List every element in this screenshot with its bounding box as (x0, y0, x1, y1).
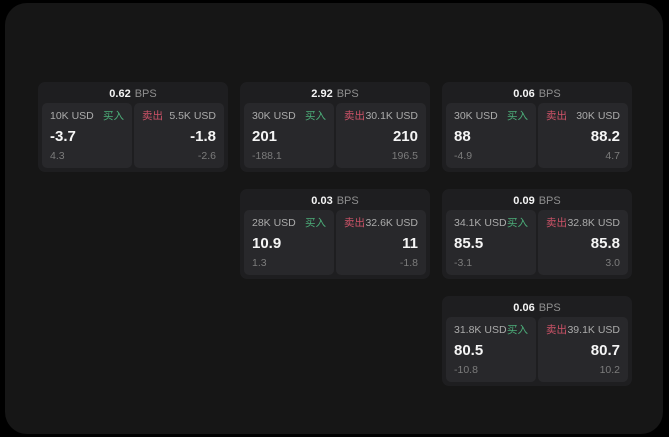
sell-panel[interactable]: 卖出 39.1K USD 80.7 10.2 (538, 317, 628, 382)
buy-sub-value: 1.3 (252, 257, 267, 269)
quote-card-3: 0.06 BPS 30K USD 买入 88 -4.9 卖出 30K USD (442, 82, 632, 172)
sell-price: -1.8 (190, 127, 216, 145)
sell-side-label: 卖出 (546, 110, 567, 122)
sell-size: 32.8K USD (567, 217, 620, 229)
sell-panel[interactable]: 卖出 5.5K USD -1.8 -2.6 (134, 103, 224, 168)
sell-price: 11 (402, 234, 418, 252)
bps-header: 0.06 BPS (446, 85, 628, 103)
app-window: 0.62 BPS 10K USD 买入 -3.7 4.3 卖出 5.5K USD (5, 3, 663, 434)
buy-panel[interactable]: 30K USD 买入 88 -4.9 (446, 103, 536, 168)
bps-value: 0.03 (311, 195, 333, 207)
buy-panel[interactable]: 10K USD 买入 -3.7 4.3 (42, 103, 132, 168)
sell-panel[interactable]: 卖出 30K USD 88.2 4.7 (538, 103, 628, 168)
buy-side-label: 买入 (305, 217, 326, 229)
buy-panel[interactable]: 34.1K USD 买入 85.5 -3.1 (446, 210, 536, 275)
sell-panel[interactable]: 卖出 30.1K USD 210 196.5 (336, 103, 426, 168)
quote-panels: 34.1K USD 买入 85.5 -3.1 卖出 32.8K USD 85.8… (446, 210, 628, 275)
quote-panels: 31.8K USD 买入 80.5 -10.8 卖出 39.1K USD 80.… (446, 317, 628, 382)
bps-value: 0.06 (513, 302, 535, 314)
sell-size: 32.6K USD (365, 217, 418, 229)
buy-size: 10K USD (50, 110, 94, 122)
buy-size: 30K USD (252, 110, 296, 122)
buy-price: 85.5 (454, 234, 484, 252)
buy-side-label: 买入 (507, 324, 528, 336)
sell-price: 80.7 (590, 341, 620, 359)
buy-sub-value: -4.9 (454, 150, 473, 162)
buy-side-label: 买入 (305, 110, 326, 122)
quote-card-6: 0.06 BPS 31.8K USD 买入 80.5 -10.8 卖出 39.1… (442, 296, 632, 386)
bps-header: 0.09 BPS (446, 192, 628, 210)
sell-size: 39.1K USD (567, 324, 620, 336)
bps-value: 0.62 (109, 88, 131, 100)
sell-sub-value: -1.8 (399, 257, 418, 269)
bps-header: 0.62 BPS (42, 85, 224, 103)
bps-value: 0.06 (513, 88, 535, 100)
sell-side-label: 卖出 (344, 217, 365, 229)
bps-header: 0.03 BPS (244, 192, 426, 210)
bps-unit-label: BPS (538, 88, 561, 100)
quote-card-1: 0.62 BPS 10K USD 买入 -3.7 4.3 卖出 5.5K USD (38, 82, 228, 172)
sell-side-label: 卖出 (546, 217, 567, 229)
bps-value: 0.09 (513, 195, 535, 207)
sell-sub-value: -2.6 (197, 150, 216, 162)
sell-size: 30.1K USD (365, 110, 418, 122)
buy-sub-value: -10.8 (454, 364, 478, 376)
sell-panel[interactable]: 卖出 32.6K USD 11 -1.8 (336, 210, 426, 275)
bps-unit-label: BPS (538, 302, 561, 314)
bps-unit-label: BPS (336, 88, 359, 100)
sell-price: 85.8 (590, 234, 620, 252)
buy-sub-value: -188.1 (252, 150, 282, 162)
buy-panel[interactable]: 28K USD 买入 10.9 1.3 (244, 210, 334, 275)
quote-panels: 30K USD 买入 88 -4.9 卖出 30K USD 88.2 4.7 (446, 103, 628, 168)
sell-price: 88.2 (590, 127, 620, 145)
buy-sub-value: 4.3 (50, 150, 65, 162)
sell-sub-value: 4.7 (605, 150, 620, 162)
sell-sub-value: 10.2 (599, 364, 620, 376)
quote-card-4: 0.03 BPS 28K USD 买入 10.9 1.3 卖出 32.6K US… (240, 189, 430, 279)
bps-unit-label: BPS (134, 88, 157, 100)
buy-price: 80.5 (454, 341, 484, 359)
bps-header: 2.92 BPS (244, 85, 426, 103)
buy-sub-value: -3.1 (454, 257, 473, 269)
sell-price: 210 (392, 127, 418, 145)
bps-header: 0.06 BPS (446, 299, 628, 317)
quote-panels: 10K USD 买入 -3.7 4.3 卖出 5.5K USD -1.8 -2.… (42, 103, 224, 168)
buy-price: 201 (252, 127, 278, 145)
bps-unit-label: BPS (336, 195, 359, 207)
buy-side-label: 买入 (103, 110, 124, 122)
buy-panel[interactable]: 31.8K USD 买入 80.5 -10.8 (446, 317, 536, 382)
buy-price: 88 (454, 127, 471, 145)
sell-side-label: 卖出 (344, 110, 365, 122)
buy-size: 31.8K USD (454, 324, 507, 336)
buy-price: -3.7 (50, 127, 76, 145)
buy-side-label: 买入 (507, 217, 528, 229)
sell-size: 30K USD (576, 110, 620, 122)
sell-sub-value: 196.5 (391, 150, 418, 162)
buy-size: 30K USD (454, 110, 498, 122)
bps-value: 2.92 (311, 88, 333, 100)
sell-panel[interactable]: 卖出 32.8K USD 85.8 3.0 (538, 210, 628, 275)
sell-size: 5.5K USD (169, 110, 216, 122)
quote-panels: 28K USD 买入 10.9 1.3 卖出 32.6K USD 11 -1.8 (244, 210, 426, 275)
buy-size: 28K USD (252, 217, 296, 229)
sell-sub-value: 3.0 (605, 257, 620, 269)
buy-size: 34.1K USD (454, 217, 507, 229)
quote-board: 0.62 BPS 10K USD 买入 -3.7 4.3 卖出 5.5K USD (38, 82, 632, 386)
sell-side-label: 卖出 (546, 324, 567, 336)
quote-card-2: 2.92 BPS 30K USD 买入 201 -188.1 卖出 30.1K … (240, 82, 430, 172)
sell-side-label: 卖出 (142, 110, 163, 122)
buy-price: 10.9 (252, 234, 282, 252)
buy-panel[interactable]: 30K USD 买入 201 -188.1 (244, 103, 334, 168)
buy-side-label: 买入 (507, 110, 528, 122)
quote-panels: 30K USD 买入 201 -188.1 卖出 30.1K USD 210 1… (244, 103, 426, 168)
quote-card-5: 0.09 BPS 34.1K USD 买入 85.5 -3.1 卖出 32.8K… (442, 189, 632, 279)
bps-unit-label: BPS (538, 195, 561, 207)
